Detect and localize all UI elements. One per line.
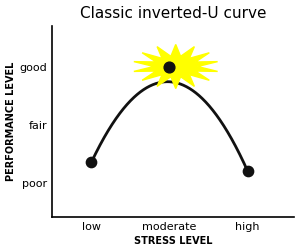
Y-axis label: PERFORMANCE LEVEL: PERFORMANCE LEVEL [6,62,16,181]
Point [167,65,172,69]
Title: Classic inverted-U curve: Classic inverted-U curve [80,6,267,21]
Point [245,169,250,173]
Polygon shape [134,44,218,88]
X-axis label: STRESS LEVEL: STRESS LEVEL [134,236,213,246]
Point [89,160,94,164]
